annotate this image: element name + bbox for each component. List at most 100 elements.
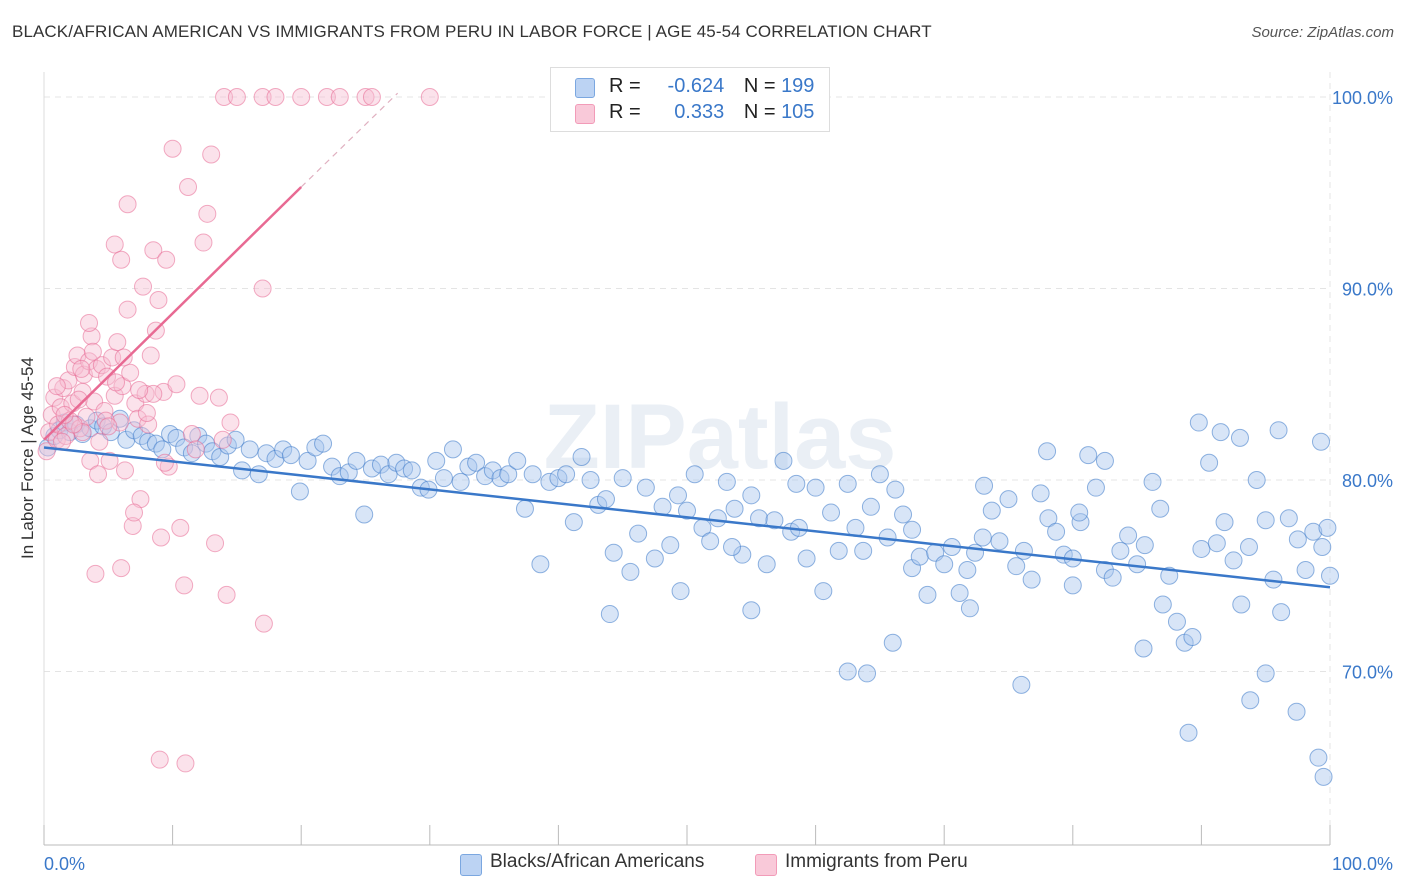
data-point	[982, 501, 1001, 520]
data-point	[572, 448, 591, 467]
data-point	[108, 333, 127, 352]
data-point	[90, 432, 109, 451]
data-point	[685, 465, 704, 484]
data-point	[806, 478, 825, 497]
data-point	[1241, 691, 1260, 710]
series-1-points	[37, 88, 439, 773]
data-point	[508, 451, 527, 470]
data-point	[596, 490, 615, 509]
data-point	[292, 88, 311, 106]
data-point	[362, 88, 381, 106]
data-point	[822, 503, 841, 522]
data-point	[935, 555, 954, 574]
data-point	[1269, 421, 1288, 440]
y-axis-label: In Labor Force | Age 45-54	[18, 357, 37, 559]
data-point	[298, 451, 317, 470]
bottom-legend-label-peru: Immigrants from Peru	[785, 851, 968, 872]
data-point	[1095, 561, 1114, 580]
data-point	[814, 582, 833, 601]
bottom-legend-swatch-peru	[755, 854, 777, 876]
legend-r-value-peru: 0.333	[674, 101, 725, 123]
data-point	[733, 545, 752, 564]
data-point	[1200, 453, 1219, 472]
data-point	[973, 528, 992, 547]
data-point	[402, 461, 421, 480]
data-point	[1224, 551, 1243, 570]
data-point	[443, 440, 462, 459]
data-point	[281, 446, 300, 465]
data-point	[1189, 413, 1208, 432]
data-point	[226, 430, 245, 449]
data-point	[253, 279, 272, 298]
legend-r-value-blacks: -0.624	[667, 75, 725, 97]
data-point	[894, 505, 913, 524]
data-point	[1151, 499, 1170, 518]
data-point	[829, 541, 848, 560]
data-point	[215, 88, 234, 106]
data-point	[1304, 522, 1323, 541]
axes	[43, 72, 1331, 846]
data-point	[1167, 612, 1186, 631]
legend-n-value-peru: 105	[781, 101, 815, 123]
trend-line-1	[43, 186, 303, 441]
trend-layer	[43, 92, 1331, 589]
data-point	[395, 459, 414, 478]
data-point	[723, 538, 742, 557]
data-point	[1014, 541, 1033, 560]
data-point	[1111, 541, 1130, 560]
grid-lines	[44, 72, 1331, 845]
data-point	[1086, 478, 1105, 497]
data-point	[167, 428, 186, 447]
data-point	[175, 576, 194, 595]
data-point	[112, 559, 131, 578]
data-point	[540, 472, 559, 491]
source-label: Source: ZipAtlas.com	[1251, 24, 1394, 41]
data-point	[1039, 509, 1058, 528]
data-point	[137, 403, 156, 422]
data-point	[314, 434, 333, 453]
trend-line-0	[43, 446, 1331, 589]
data-point	[742, 486, 761, 505]
data-point	[1119, 526, 1138, 545]
data-point	[903, 520, 922, 539]
y-tick-label: 70.0%	[1342, 663, 1393, 683]
data-point	[1071, 513, 1090, 532]
data-point	[960, 599, 979, 618]
data-point	[1287, 702, 1306, 721]
data-point	[1314, 767, 1333, 786]
data-point	[150, 750, 169, 769]
data-point	[68, 346, 87, 365]
data-point	[613, 469, 632, 488]
data-point	[581, 471, 600, 489]
data-point	[123, 516, 142, 535]
data-point	[1232, 595, 1251, 614]
data-point	[118, 195, 137, 214]
data-point	[105, 386, 124, 405]
data-point	[883, 633, 902, 652]
data-point	[1012, 675, 1031, 694]
data-point	[266, 449, 285, 468]
data-point	[1183, 628, 1202, 647]
data-point	[47, 377, 66, 396]
data-point	[797, 549, 816, 568]
data-point	[1313, 538, 1332, 557]
x-tick-label-min: 0.0%	[44, 854, 85, 874]
data-point	[157, 250, 176, 269]
data-point	[189, 426, 208, 445]
data-point	[167, 375, 186, 394]
data-point	[858, 664, 877, 683]
data-point	[1160, 566, 1179, 585]
data-point	[202, 145, 221, 164]
data-point	[176, 754, 195, 773]
data-point	[774, 451, 793, 470]
data-point	[629, 524, 648, 543]
data-point	[1321, 566, 1339, 585]
data-point	[110, 413, 129, 432]
legend-swatch-blacks	[575, 78, 595, 98]
data-point	[144, 241, 163, 260]
legend-n-label: N =	[743, 75, 776, 97]
data-point	[72, 359, 91, 378]
y-tick-label: 90.0%	[1342, 280, 1393, 300]
data-point	[99, 417, 118, 436]
